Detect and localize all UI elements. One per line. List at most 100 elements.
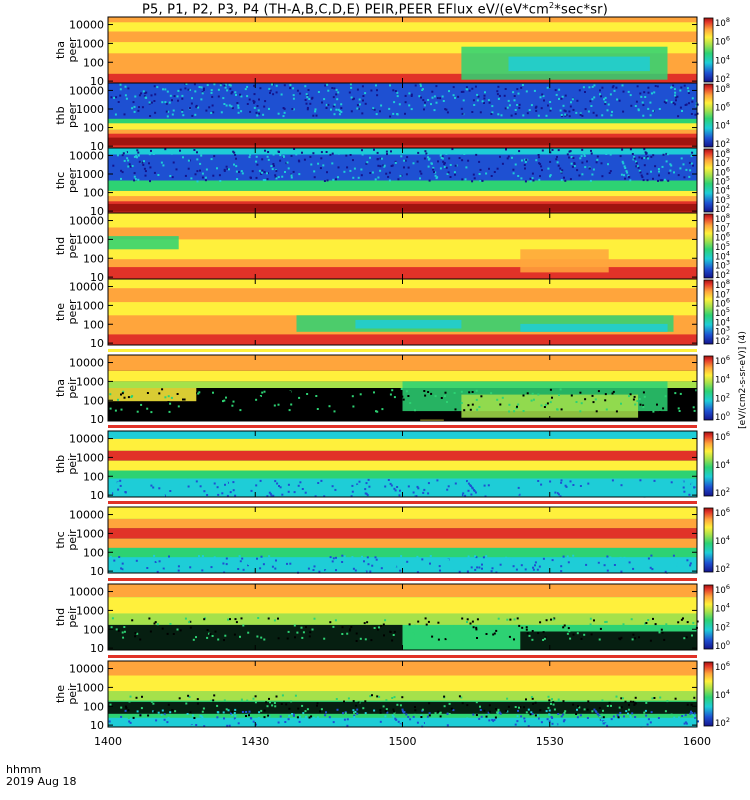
y-tick-label: 10000 [69,586,104,599]
y-axis-label-thb-peer: thbpeer [54,103,79,129]
y-tick-label: 100 [83,546,104,559]
colorbar-tick-label: 105 [715,240,730,253]
colorbar-tick-label: 104 [715,373,730,386]
colorbar-tick-label: 104 [715,184,730,197]
colorbar-tick-label: 106 [715,354,730,367]
y-tick-label: 1000 [76,527,104,540]
heatmap-thd-peir [108,584,699,650]
y-tick-label: 10000 [69,84,104,97]
panel-thd-peir: 10 100 1000 10000 thdpeir 100 102 104 106 [54,577,750,655]
colorbar-tick-label: 108 [715,16,730,29]
y-tick-label: 10 [90,413,104,426]
heatmap-thb-peer [108,83,699,148]
y-tick-label: 100 [83,623,104,636]
colorbar-tick-label: 104 [715,53,730,66]
y-tick-label: 100 [83,187,104,200]
y-axis-label-thd-peir: thdpeir [54,606,79,628]
panel-thb-peer: 10 100 1000 10000 thbpeer 102 104 106 108 [54,82,730,153]
y-tick-label: 10000 [69,663,104,676]
y-tick-label: 100 [83,318,104,331]
colorbar-thb-peer: 102 104 106 108 [703,82,730,150]
y-tick-label: 100 [83,470,104,483]
colorbar-tick-label: 108 [715,278,730,291]
heatmap-tha-peir [108,355,698,421]
panel-thd-peer: 10 100 1000 10000 thdpeer 1021031041051061071… [54,212,730,284]
colorbar-tick-label: 102 [715,72,730,85]
y-tick-label: 1000 [76,451,104,464]
colorbar-tick-label: 108 [715,147,730,160]
y-tick-label: 10 [90,489,104,502]
colorbar-tick-label: 108 [715,82,730,95]
y-axis-label-the-peir: thepeir [54,683,79,705]
colorbar-tick-label: 106 [715,297,730,310]
y-axis-label-tha-peer: thapeer [54,37,79,63]
panel-tha-peer: 10 100 1000 10000 thapeer 102 104 106 108 [54,16,730,88]
colorbar-tick-label: 105 [715,306,730,319]
y-tick-label: 10000 [69,357,104,370]
y-tick-label: 10 [90,205,104,218]
y-tick-label: 10 [90,140,104,153]
colorbar-tick-label: 102 [715,268,730,281]
y-axis-label-thc-peer: thcpeer [54,168,79,194]
heatmap-thd-peer [108,213,697,279]
quality-strip-the-peir [108,654,750,660]
quality-strip-tha-peir [108,348,750,354]
quality-strip-thb-peir [108,424,750,430]
y-tick-label: 10000 [69,509,104,522]
y-tick-label: 100 [83,252,104,265]
colorbar-tick-label: 102 [715,620,730,633]
y-tick-label: 10000 [69,19,104,32]
y-tick-label: 10 [90,75,104,88]
y-tick-label: 10 [90,271,104,284]
colorbar-tick-label: 107 [715,221,730,234]
colorbar-tick-label: 106 [715,231,730,244]
heatmap-thc-peer [108,148,697,213]
heatmap-the-peir [108,661,699,728]
colorbar-tha-peir: 100 102 104 106 [703,354,730,423]
colorbar-tick-label: 104 [715,458,730,471]
y-tick-label: 1000 [76,233,104,246]
y-tick-label: 1000 [76,103,104,116]
colorbar-tick-label: 106 [715,583,730,596]
colorbar-tick-label: 103 [715,193,730,206]
colorbar-tick-label: 100 [715,639,730,652]
colorbar-tick-label: 102 [715,137,730,150]
colorbar-tick-label: 107 [715,156,730,169]
y-axis-label-tha-peir: thapeir [54,377,79,399]
y-tick-label: 100 [83,700,104,713]
y-tick-label: 1000 [76,681,104,694]
y-axis-label-the-peer: thepeer [54,299,79,325]
colorbar-thc-peir: 102 104 106 [703,506,730,575]
colorbar-tick-label: 104 [715,249,730,262]
colorbar-tick-label: 100 [715,410,730,423]
y-tick-label: 1000 [76,37,104,50]
colorbar-tick-label: 103 [715,259,730,272]
colorbar-tick-label: 102 [715,334,730,347]
colorbar-tick-label: 106 [715,165,730,178]
colorbar-tick-label: 106 [715,660,730,673]
colorbar-tick-label: 103 [715,325,730,338]
colorbar-tick-label: 104 [715,315,730,328]
heatmap-tha-peer [108,17,697,83]
colorbar-tick-label: 106 [715,100,730,113]
x-tick-label: 1530 [536,735,564,748]
y-tick-label: 10 [90,337,104,350]
y-tick-label: 1000 [76,168,104,181]
y-tick-label: 10 [90,719,104,732]
time-axis-label: hhmm [6,763,42,776]
heatmap-thb-peir [108,431,697,498]
y-tick-label: 10000 [69,433,104,446]
x-tick-label: 1600 [683,735,711,748]
colorbar-tick-label: 102 [715,202,730,215]
y-tick-label: 1000 [76,375,104,388]
colorbar-tick-label: 104 [715,602,730,615]
colorbar-unit-label: [eV/(cm2-s-sr-eV)] (4) [738,331,748,429]
y-tick-label: 10000 [69,281,104,294]
y-axis-label-thc-peir: thcpeir [54,529,79,551]
x-tick-label: 1430 [241,735,269,748]
colorbar-tick-label: 106 [715,506,730,519]
colorbar-tick-label: 102 [715,716,730,729]
colorbar-tick-label: 108 [715,212,730,225]
colorbar-tick-label: 105 [715,175,730,188]
